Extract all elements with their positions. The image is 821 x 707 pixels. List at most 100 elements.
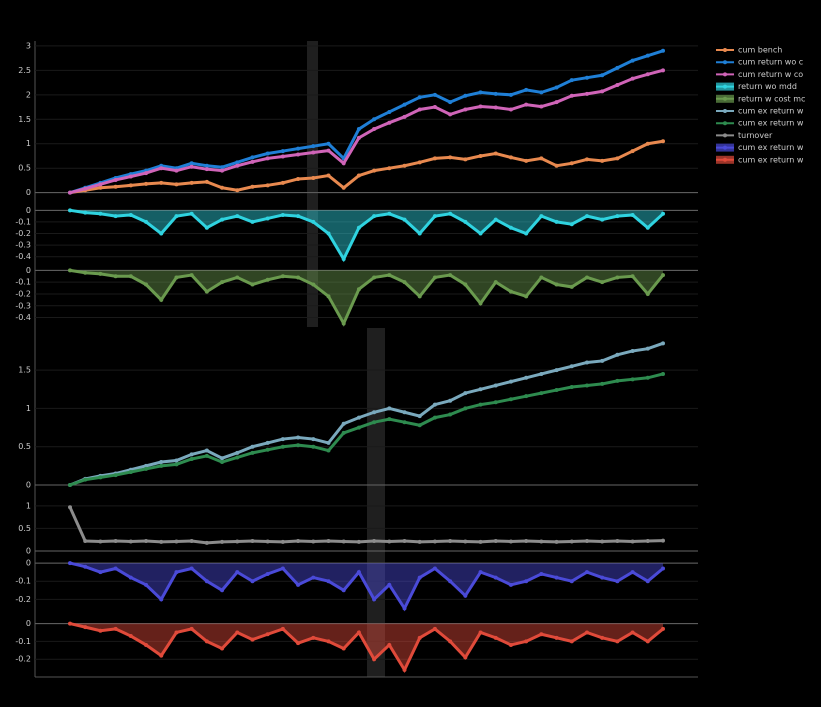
point <box>189 452 194 457</box>
point <box>493 105 498 110</box>
point <box>569 93 574 98</box>
series-line <box>69 68 664 195</box>
point <box>311 219 316 224</box>
point <box>554 163 559 168</box>
point <box>508 539 513 544</box>
point <box>615 65 620 70</box>
point <box>524 294 529 299</box>
point <box>113 177 118 182</box>
point <box>341 646 346 651</box>
y-tick-label: 1 <box>26 139 31 148</box>
point <box>630 274 635 279</box>
point <box>417 160 422 165</box>
point <box>508 225 513 230</box>
point <box>584 157 589 162</box>
point <box>326 141 331 146</box>
point <box>661 68 665 73</box>
point <box>402 539 407 544</box>
point <box>326 294 331 299</box>
point <box>600 635 605 640</box>
point <box>326 539 331 544</box>
point <box>493 217 498 222</box>
point <box>387 166 392 171</box>
point <box>584 570 589 575</box>
point <box>189 539 194 544</box>
point <box>539 275 544 280</box>
point <box>448 639 453 644</box>
point <box>356 425 361 430</box>
y-tick-label: 0 <box>26 559 31 568</box>
point <box>463 593 468 598</box>
point <box>463 539 468 544</box>
point <box>448 273 453 278</box>
y-tick-label: 2.5 <box>18 66 31 75</box>
y-tick-label: -0.1 <box>15 577 31 586</box>
point <box>189 626 194 631</box>
y-tick-label: -0.2 <box>15 289 31 298</box>
point <box>463 93 468 98</box>
point <box>220 217 225 222</box>
point <box>508 107 513 112</box>
point <box>174 182 179 187</box>
point <box>174 458 179 463</box>
point <box>554 85 559 90</box>
point <box>311 144 316 149</box>
point <box>98 211 103 216</box>
point <box>645 72 650 77</box>
point <box>250 444 255 449</box>
y-tick-label: 0 <box>26 266 31 275</box>
point <box>569 639 574 644</box>
y-tick-label: 0 <box>26 188 31 197</box>
point <box>584 91 589 96</box>
point <box>341 321 346 326</box>
point <box>250 159 255 164</box>
point <box>554 575 559 580</box>
point <box>159 166 164 171</box>
point <box>189 566 194 571</box>
point <box>235 455 240 460</box>
point <box>189 164 194 169</box>
series-line <box>69 372 664 487</box>
point <box>159 460 164 465</box>
point <box>600 89 605 94</box>
point <box>554 388 559 393</box>
point <box>280 626 285 631</box>
point <box>630 58 635 63</box>
point <box>326 231 331 236</box>
legend-dot <box>723 84 727 89</box>
point <box>356 173 361 178</box>
point <box>174 462 179 467</box>
point <box>356 287 361 292</box>
point <box>68 208 72 213</box>
y-tick-label: -0.2 <box>15 229 31 238</box>
point <box>326 579 331 584</box>
point <box>265 151 270 156</box>
point <box>144 463 149 468</box>
point <box>280 437 285 442</box>
point <box>204 289 209 294</box>
point <box>600 539 605 544</box>
point <box>220 460 225 465</box>
point <box>204 179 209 184</box>
point <box>265 183 270 188</box>
point <box>478 153 483 158</box>
area <box>70 623 663 670</box>
point <box>280 274 285 279</box>
point <box>493 151 498 156</box>
point <box>159 297 164 302</box>
point <box>174 168 179 173</box>
point <box>189 161 194 166</box>
point <box>432 275 437 280</box>
y-tick-label: 1 <box>26 404 31 413</box>
point <box>68 483 72 488</box>
point <box>630 570 635 575</box>
point <box>189 273 194 278</box>
point <box>341 257 346 262</box>
y-tick-label: 0.5 <box>18 164 31 173</box>
point <box>220 168 225 173</box>
legend-label: cum ex return w <box>738 143 804 152</box>
point <box>113 566 118 571</box>
point <box>372 410 377 415</box>
y-tick-label: 0.5 <box>18 442 31 451</box>
legend-label: cum return wo c <box>738 58 803 67</box>
